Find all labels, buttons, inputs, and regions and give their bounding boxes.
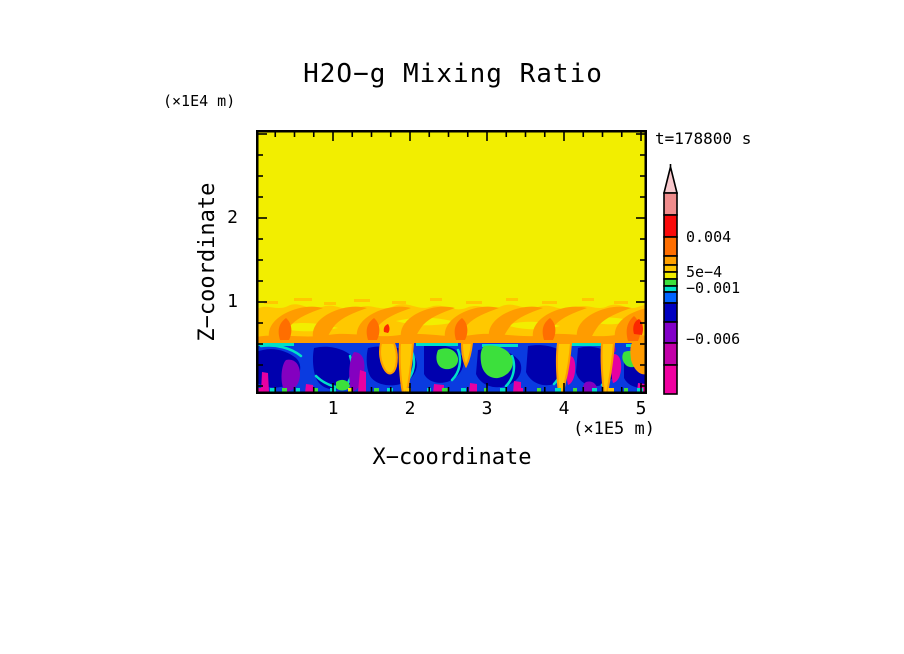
- bottom-speckle: [270, 388, 276, 393]
- colorbar-segment: [663, 271, 678, 280]
- cyan-interface: [256, 343, 647, 347]
- colorbar-segment: [663, 291, 678, 304]
- green-blobs: [336, 345, 640, 391]
- y-tick-label: 1: [227, 291, 238, 312]
- chart-title: H2O−g Mixing Ratio: [303, 59, 603, 89]
- x-tick-label: 2: [404, 398, 416, 419]
- deep-orange-cores: [278, 316, 641, 341]
- y-tick-label: 2: [227, 207, 238, 228]
- colorbar-tick-label: −0.001: [686, 279, 741, 297]
- colorbar-segment: [663, 321, 678, 344]
- colorbar-segment: [663, 236, 678, 257]
- bottom-speckle: [624, 388, 628, 393]
- colorbar-tick-label: −0.006: [686, 330, 741, 348]
- x-axis-label: X−coordinate: [372, 445, 532, 470]
- colorbar-segment: [663, 214, 678, 238]
- y-axis-unit: (×1E4 m): [163, 92, 236, 110]
- bottom-speckle: [500, 388, 506, 393]
- bottom-speckle: [348, 388, 352, 393]
- colorbar-segment: [663, 255, 678, 266]
- colorbar-segment: [663, 285, 678, 293]
- bottom-speckle: [573, 388, 577, 393]
- time-annotation: t=178800 s: [655, 129, 752, 148]
- bottom-speckle: [374, 388, 379, 393]
- bottom-speckle: [258, 388, 263, 393]
- x-tick-label: 1: [327, 398, 339, 419]
- x-tick-label: 5: [635, 398, 647, 419]
- bottom-speckle: [637, 388, 643, 393]
- x-tick-label: 3: [481, 398, 493, 419]
- bottom-speckle: [537, 388, 541, 393]
- bottom-speckle: [484, 388, 488, 393]
- colorbar-segment: [663, 364, 678, 395]
- bottom-speckle: [282, 388, 287, 393]
- colorbar-segment: [663, 342, 678, 366]
- bottom-speckle: [406, 388, 411, 393]
- right-edge-orange: [630, 343, 647, 375]
- bottom-speckle: [555, 388, 561, 393]
- colorbar-segment: [663, 278, 678, 287]
- bottom-speckle: [296, 388, 300, 393]
- contour-plot: [256, 130, 647, 394]
- colorbar-arrow: [662, 163, 679, 194]
- colorbar-segment: [663, 192, 678, 216]
- bottom-speckle: [518, 388, 523, 393]
- x-axis-unit: (×1E5 m): [573, 419, 655, 439]
- bottom-speckle: [442, 388, 448, 393]
- bottom-speckle: [461, 388, 466, 393]
- y-axis-label: Z−coordinate: [194, 182, 220, 342]
- colorbar-segment: [663, 302, 678, 323]
- colorbar-segment: [663, 264, 678, 273]
- magenta-streaks: [261, 354, 645, 393]
- bottom-speckle: [608, 388, 614, 393]
- colorbar-tick-label: 5e−4: [686, 263, 723, 281]
- colorbar: [662, 163, 679, 395]
- bottom-speckle: [592, 388, 597, 393]
- plot-frame: [256, 130, 647, 394]
- gold-speckles: [264, 298, 628, 305]
- colorbar-tick-label: 0.004: [686, 228, 732, 246]
- x-tick-label: 4: [558, 398, 570, 419]
- bottom-speckle: [313, 388, 318, 393]
